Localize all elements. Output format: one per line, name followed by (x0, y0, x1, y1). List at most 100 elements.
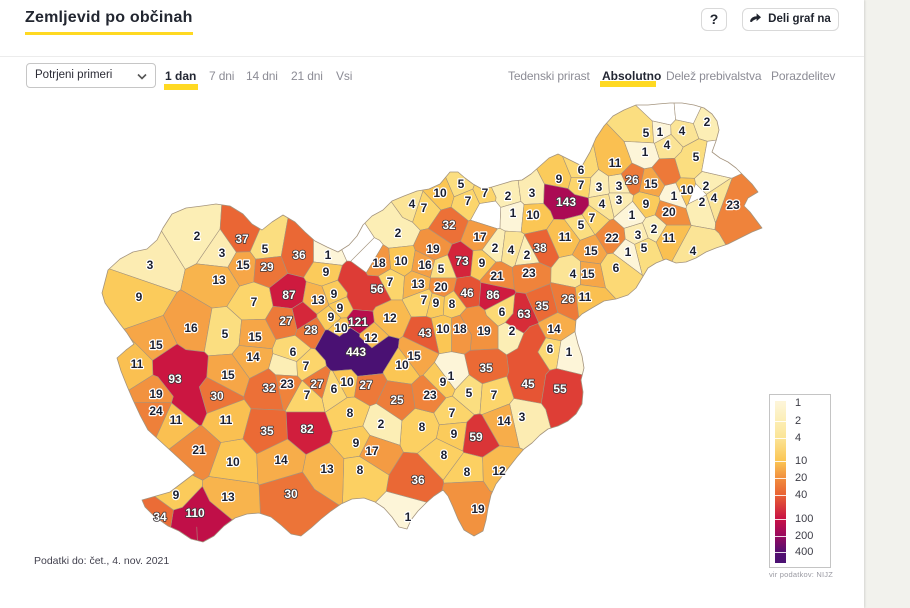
svg-text:23: 23 (726, 198, 740, 212)
svg-text:20: 20 (662, 205, 676, 219)
svg-text:12: 12 (492, 464, 506, 478)
svg-text:10: 10 (334, 321, 348, 335)
svg-text:7: 7 (251, 295, 258, 309)
svg-text:7: 7 (589, 211, 596, 225)
svg-text:9: 9 (433, 296, 440, 310)
svg-text:55: 55 (553, 382, 567, 396)
svg-text:63: 63 (517, 307, 531, 321)
svg-text:4: 4 (690, 244, 697, 258)
svg-text:443: 443 (346, 345, 366, 359)
svg-text:6: 6 (499, 305, 506, 319)
svg-text:7: 7 (491, 388, 498, 402)
svg-text:16: 16 (418, 258, 432, 272)
svg-text:1: 1 (625, 245, 632, 259)
svg-text:1: 1 (629, 208, 636, 222)
svg-text:29: 29 (260, 260, 274, 274)
svg-text:5: 5 (438, 262, 445, 276)
svg-text:24: 24 (149, 404, 163, 418)
svg-text:6: 6 (547, 342, 554, 356)
svg-text:19: 19 (149, 387, 163, 401)
svg-text:1: 1 (448, 369, 455, 383)
svg-text:7: 7 (303, 359, 310, 373)
svg-text:34: 34 (153, 510, 167, 524)
svg-text:5: 5 (641, 241, 648, 255)
svg-text:56: 56 (370, 282, 384, 296)
svg-text:3: 3 (616, 179, 623, 193)
svg-text:2: 2 (703, 179, 710, 193)
svg-text:13: 13 (320, 462, 334, 476)
svg-text:27: 27 (359, 378, 373, 392)
svg-text:9: 9 (337, 301, 344, 315)
svg-text:8: 8 (441, 448, 448, 462)
svg-text:32: 32 (442, 218, 456, 232)
svg-text:6: 6 (578, 163, 585, 177)
svg-text:2: 2 (395, 226, 402, 240)
svg-text:8: 8 (347, 406, 354, 420)
svg-text:21: 21 (192, 443, 206, 457)
svg-text:5: 5 (643, 126, 650, 140)
svg-text:4: 4 (570, 267, 577, 281)
svg-text:7: 7 (304, 388, 311, 402)
svg-text:7: 7 (421, 201, 428, 215)
svg-text:2: 2 (505, 189, 512, 203)
svg-text:143: 143 (556, 195, 576, 209)
svg-text:3: 3 (519, 410, 526, 424)
svg-text:10: 10 (340, 375, 354, 389)
svg-text:15: 15 (644, 177, 658, 191)
svg-text:23: 23 (423, 388, 437, 402)
svg-text:35: 35 (479, 361, 493, 375)
svg-text:19: 19 (477, 324, 491, 338)
svg-text:2: 2 (651, 222, 658, 236)
svg-text:87: 87 (282, 288, 296, 302)
svg-text:9: 9 (353, 436, 360, 450)
svg-text:11: 11 (220, 413, 233, 427)
svg-text:14: 14 (246, 350, 260, 364)
svg-text:43: 43 (418, 326, 432, 340)
svg-text:11: 11 (559, 230, 572, 244)
svg-text:1: 1 (510, 206, 517, 220)
svg-text:19: 19 (471, 502, 485, 516)
svg-text:3: 3 (529, 186, 536, 200)
svg-text:15: 15 (581, 267, 595, 281)
svg-text:11: 11 (131, 357, 144, 371)
svg-text:15: 15 (407, 349, 421, 363)
svg-text:21: 21 (490, 269, 504, 283)
svg-text:15: 15 (584, 244, 598, 258)
svg-text:1: 1 (642, 145, 649, 159)
svg-text:11: 11 (170, 413, 183, 427)
svg-text:9: 9 (173, 488, 180, 502)
svg-text:17: 17 (365, 444, 379, 458)
svg-text:9: 9 (479, 256, 486, 270)
svg-text:1: 1 (671, 189, 678, 203)
svg-text:17: 17 (473, 230, 487, 244)
svg-text:9: 9 (328, 310, 335, 324)
svg-text:5: 5 (458, 177, 465, 191)
svg-text:46: 46 (460, 286, 474, 300)
svg-text:9: 9 (136, 290, 143, 304)
svg-text:25: 25 (390, 393, 404, 407)
svg-text:86: 86 (486, 288, 500, 302)
svg-text:26: 26 (625, 173, 639, 187)
svg-text:36: 36 (292, 248, 306, 262)
svg-text:5: 5 (262, 242, 269, 256)
svg-text:14: 14 (547, 322, 561, 336)
svg-text:15: 15 (248, 330, 262, 344)
svg-text:10: 10 (394, 254, 408, 268)
svg-text:12: 12 (383, 311, 397, 325)
svg-text:8: 8 (449, 297, 456, 311)
svg-text:7: 7 (387, 275, 394, 289)
svg-text:121: 121 (348, 315, 368, 329)
svg-text:37: 37 (235, 232, 249, 246)
svg-text:1: 1 (405, 510, 412, 524)
svg-text:13: 13 (212, 273, 226, 287)
svg-text:15: 15 (236, 258, 250, 272)
svg-text:13: 13 (411, 277, 425, 291)
svg-text:59: 59 (469, 430, 483, 444)
svg-text:3: 3 (147, 258, 154, 272)
svg-text:6: 6 (331, 382, 338, 396)
svg-text:14: 14 (274, 453, 288, 467)
svg-text:8: 8 (357, 463, 364, 477)
svg-text:9: 9 (440, 375, 447, 389)
svg-text:10: 10 (526, 208, 540, 222)
svg-text:5: 5 (222, 327, 229, 341)
